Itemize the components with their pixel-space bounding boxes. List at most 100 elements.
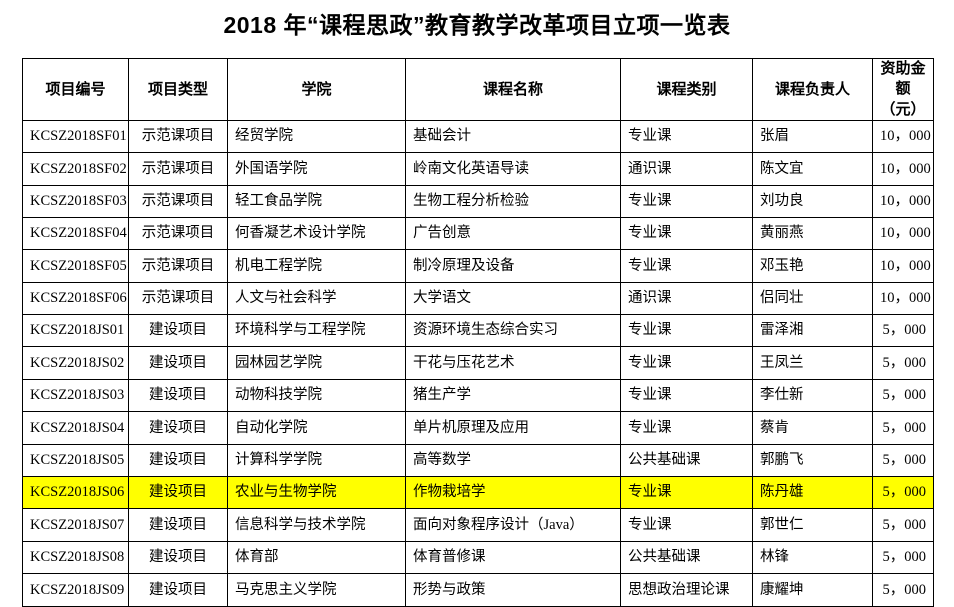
table-row: KCSZ2018JS06 建设项目 农业与生物学院 作物栽培学 专业课 陈丹雄 5，000: [22, 476, 934, 510]
cell-code: KCSZ2018SF01: [22, 119, 129, 154]
cell-college: 农业与生物学院: [227, 476, 406, 510]
cell-owner: 陈丹雄: [752, 476, 873, 510]
cell-category: 专业课: [620, 476, 753, 510]
cell-amount: 5，000: [872, 411, 934, 445]
table-header: 项目编号 项目类型 学院 课程名称 课程类别 课程负责人 资助金额 （元）: [22, 58, 934, 121]
cell-college: 轻工食品学院: [227, 184, 406, 218]
table-row: KCSZ2018SF06 示范课项目 人文与社会科学 大学语文 通识课 侣同壮 10，000: [22, 281, 934, 316]
table-row: KCSZ2018JS07 建设项目 信息科学与技术学院 面向对象程序设计（Java）专…: [22, 508, 934, 542]
cell-category: 专业课: [620, 378, 753, 413]
cell-college: 外国语学院: [227, 152, 406, 186]
cell-amount: 5，000: [872, 573, 934, 607]
cell-amount: 10，000: [872, 152, 934, 186]
cell-course: 制冷原理及设备: [405, 249, 621, 283]
cell-type: 建设项目: [128, 411, 228, 445]
cell-owner: 郭鹏飞: [752, 443, 873, 478]
cell-owner: 蔡肯: [752, 411, 873, 445]
cell-college: 园林园艺学院: [227, 346, 406, 380]
cell-course: 生物工程分析检验: [405, 184, 621, 218]
cell-college: 经贸学院: [227, 119, 406, 154]
table-row: KCSZ2018JS08 建设项目 体育部 体育普修课 公共基础课 林锋 5，000: [22, 540, 934, 575]
column-header-college: 学院: [227, 58, 406, 121]
cell-owner: 李仕新: [752, 378, 873, 413]
column-header-type: 项目类型: [128, 58, 228, 121]
cell-code: KCSZ2018JS09: [22, 573, 129, 607]
cell-type: 示范课项目: [128, 119, 228, 154]
cell-type: 建设项目: [128, 540, 228, 575]
cell-type: 建设项目: [128, 346, 228, 380]
cell-owner: 康耀坤: [752, 573, 873, 607]
cell-code: KCSZ2018SF06: [22, 281, 129, 316]
cell-owner: 郭世仁: [752, 508, 873, 542]
cell-code: KCSZ2018JS01: [22, 314, 129, 348]
cell-college: 动物科技学院: [227, 378, 406, 413]
table-row: KCSZ2018SF05 示范课项目 机电工程学院 制冷原理及设备 专业课 邓玉艳 10，0…: [22, 249, 934, 283]
cell-type: 建设项目: [128, 378, 228, 413]
cell-amount: 10，000: [872, 281, 934, 316]
cell-owner: 张眉: [752, 119, 873, 154]
cell-code: KCSZ2018JS04: [22, 411, 129, 445]
cell-code: KCSZ2018JS03: [22, 378, 129, 413]
cell-course: 干花与压花艺术: [405, 346, 621, 380]
cell-category: 专业课: [620, 314, 753, 348]
column-header-owner: 课程负责人: [752, 58, 873, 121]
cell-amount: 10，000: [872, 119, 934, 154]
page-title: 2018 年“课程思政”教育教学改革项目立项一览表: [223, 12, 731, 38]
cell-code: KCSZ2018JS06: [22, 476, 129, 510]
cell-course: 猪生产学: [405, 378, 621, 413]
cell-type: 建设项目: [128, 314, 228, 348]
cell-course: 大学语文: [405, 281, 621, 316]
cell-code: KCSZ2018JS08: [22, 540, 129, 575]
cell-college: 何香凝艺术设计学院: [227, 216, 406, 251]
column-header-category: 课程类别: [620, 58, 753, 121]
cell-code: KCSZ2018SF04: [22, 216, 129, 251]
cell-college: 马克思主义学院: [227, 573, 406, 607]
cell-type: 建设项目: [128, 573, 228, 607]
cell-category: 公共基础课: [620, 443, 753, 478]
cell-amount: 5，000: [872, 476, 934, 510]
cell-category: 专业课: [620, 508, 753, 542]
project-list-table-container: 项目编号 项目类型 学院 课程名称 课程类别 课程负责人 资助金额 （元） KC…: [22, 58, 934, 607]
cell-amount: 5，000: [872, 443, 934, 478]
cell-course: 岭南文化英语导读: [405, 152, 621, 186]
table-row: KCSZ2018SF01 示范课项目 经贸学院 基础会计 专业课 张眉 10，000: [22, 119, 934, 154]
cell-category: 专业课: [620, 119, 753, 154]
table-row: KCSZ2018JS02 建设项目 园林园艺学院 干花与压花艺术 专业课 王凤兰 5，000: [22, 346, 934, 380]
cell-owner: 雷泽湘: [752, 314, 873, 348]
table-row: KCSZ2018JS05 建设项目 计算科学学院 高等数学 公共基础课 郭鹏飞 5，000: [22, 443, 934, 478]
table-row: KCSZ2018SF04 示范课项目 何香凝艺术设计学院 广告创意 专业课 黄丽燕 10，0…: [22, 216, 934, 251]
cell-type: 示范课项目: [128, 216, 228, 251]
cell-course: 基础会计: [405, 119, 621, 154]
column-header-amount-line1: 资助金额: [880, 60, 926, 98]
table-row: KCSZ2018SF02 示范课项目 外国语学院 岭南文化英语导读 通识课 陈文宜 10，0…: [22, 152, 934, 186]
cell-type: 示范课项目: [128, 184, 228, 218]
cell-college: 体育部: [227, 540, 406, 575]
table-row: KCSZ2018SF03 示范课项目 轻工食品学院 生物工程分析检验 专业课 刘功良 10，…: [22, 184, 934, 218]
table-row: KCSZ2018JS09 建设项目 马克思主义学院 形势与政策 思想政治理论课 康耀坤 5，…: [22, 573, 934, 607]
cell-amount: 5，000: [872, 346, 934, 380]
cell-owner: 林锋: [752, 540, 873, 575]
cell-amount: 5，000: [872, 378, 934, 413]
cell-amount: 10，000: [872, 216, 934, 251]
cell-course: 体育普修课: [405, 540, 621, 575]
cell-code: KCSZ2018SF03: [22, 184, 129, 218]
column-header-amount-unit: （元）: [880, 100, 926, 118]
cell-category: 专业课: [620, 216, 753, 251]
cell-owner: 刘功良: [752, 184, 873, 218]
cell-course: 广告创意: [405, 216, 621, 251]
table-row: KCSZ2018JS01 建设项目 环境科学与工程学院 资源环境生态综合实习 专业课 雷泽…: [22, 314, 934, 348]
cell-type: 示范课项目: [128, 152, 228, 186]
column-header-course: 课程名称: [405, 58, 621, 121]
table-header-row: 项目编号 项目类型 学院 课程名称 课程类别 课程负责人 资助金额 （元）: [22, 58, 934, 121]
cell-category: 公共基础课: [620, 540, 753, 575]
project-list-table: 项目编号 项目类型 学院 课程名称 课程类别 课程负责人 资助金额 （元） KC…: [22, 58, 934, 607]
cell-college: 机电工程学院: [227, 249, 406, 283]
cell-category: 专业课: [620, 346, 753, 380]
cell-amount: 5，000: [872, 508, 934, 542]
cell-owner: 陈文宜: [752, 152, 873, 186]
cell-course: 面向对象程序设计（Java）: [405, 508, 621, 542]
table-row: KCSZ2018JS03 建设项目 动物科技学院 猪生产学 专业课 李仕新 5，000: [22, 378, 934, 413]
cell-code: KCSZ2018JS02: [22, 346, 129, 380]
cell-category: 通识课: [620, 152, 753, 186]
cell-course: 资源环境生态综合实习: [405, 314, 621, 348]
